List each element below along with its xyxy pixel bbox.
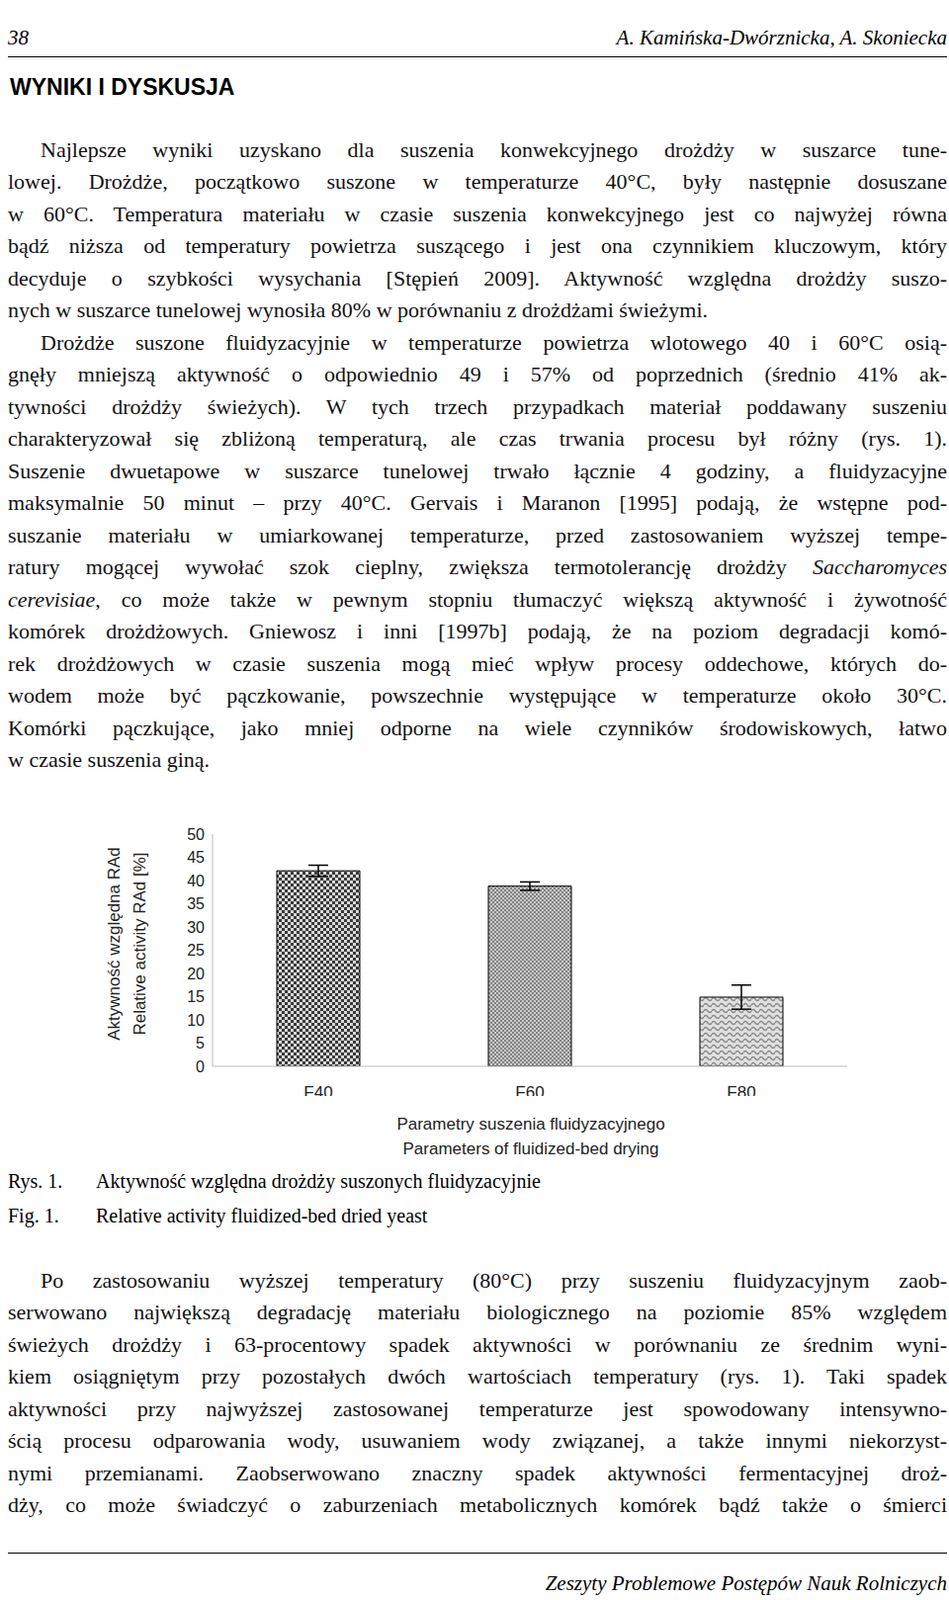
- html-text:Relative activity fluidized-be: Relative activity fluidized-bed dried ye…: [95, 1205, 428, 1227]
- html-text:cerevisiae, co może także w pe: cerevisiae, co może także w pewnym stopn…: [7, 586, 948, 612]
- html-text:kiem osiągniętym przy pozostał: kiem osiągniętym przy pozostałych dwóch …: [7, 1364, 948, 1390]
- html-text:Fig. 1.: Fig. 1.: [7, 1205, 60, 1227]
- svg-text:10: 10: [186, 1012, 205, 1030]
- html-text:Drożdże suszone fluidyzacyjnie: Drożdże suszone fluidyzacyjnie w tempera…: [40, 329, 948, 355]
- svg-text:F80: F80: [726, 1083, 756, 1097]
- html-text:ścią procesu odparowania wody,: ścią procesu odparowania wody, usuwaniem…: [7, 1428, 948, 1454]
- svg-text:5: 5: [195, 1035, 205, 1052]
- html-text:Relative activity RAd [%]: Relative activity RAd [%]: [130, 852, 150, 1036]
- html-text:bądź niższa od temperatury pow: bądź niższa od temperatury powietrza sus…: [7, 233, 948, 259]
- html-text:dży, co może świadczyć o zabur: dży, co może świadczyć o zaburzeniach me…: [7, 1492, 948, 1518]
- svg-text:40: 40: [186, 872, 205, 890]
- html-text:WYNIKI I DYSKUSJA: WYNIKI I DYSKUSJA: [9, 74, 235, 100]
- html-text:Aktywność względna drożdży sus: Aktywność względna drożdży suszonych flu…: [95, 1170, 541, 1193]
- svg-text:30: 30: [186, 919, 205, 937]
- svg-text:15: 15: [186, 988, 205, 1006]
- html-text:38: 38: [7, 25, 29, 50]
- html-text:nych w suszarce tunelowej wyno: nych w suszarce tunelowej wynosiła 80% w…: [7, 297, 708, 323]
- svg-text:50: 50: [186, 826, 205, 844]
- html-text:Komórki pączkujące, jako mniej: Komórki pączkujące, jako mniej odporne n…: [7, 715, 948, 741]
- html-text:lowej. Drożdże, początkowo sus: lowej. Drożdże, początkowo suszone w tem…: [7, 169, 948, 195]
- svg-text:F40: F40: [303, 1083, 333, 1097]
- html-text:Po zastosowaniu wyższej temper: Po zastosowaniu wyższej temperatury (80°…: [40, 1268, 948, 1293]
- svg-text:20: 20: [186, 965, 205, 983]
- html-text:maksymalnie 50 minut – przy 40: maksymalnie 50 minut – przy 40°C. Gervai…: [7, 490, 948, 516]
- svg-text:F60: F60: [515, 1083, 544, 1097]
- html-text:A. Kamińska-Dwórznicka, A. Sko: A. Kamińska-Dwórznicka, A. Skoniecka: [616, 25, 948, 50]
- html-text:Parameters of fluidized-bed dr: Parameters of fluidized-bed drying: [402, 1139, 659, 1159]
- html-text:nymi przemianami. Zaobserwowan: nymi przemianami. Zaobserwowano znaczny …: [7, 1460, 948, 1486]
- html-text:decyduje o szybkości wysychani: decyduje o szybkości wysychania [Stępień…: [7, 265, 948, 291]
- html-text:komórek drożdżowych. Gniewosz: komórek drożdżowych. Gniewosz i inni [19…: [7, 619, 948, 644]
- html-text:w 60°C. Temperatura materiału: w 60°C. Temperatura materiału w czasie s…: [7, 201, 948, 227]
- html-text:Zeszyty Problemowe Postępów Na: Zeszyty Problemowe Postępów Nauk Rolnicz…: [545, 1571, 948, 1596]
- html-text:Najlepsze wyniki uzyskano dla: Najlepsze wyniki uzyskano dla suszenia k…: [40, 137, 948, 162]
- html-text:wodem może być pączkowanie, po: wodem może być pączkowanie, powszechnie …: [7, 683, 948, 709]
- html-text:aktywności przy najwyższej zas: aktywności przy najwyższej zastosowanej …: [7, 1396, 948, 1422]
- html-text:Parametry suszenia fluidyzacyj: Parametry suszenia fluidyzacyjnego: [396, 1115, 665, 1134]
- html-text:Rys. 1.: Rys. 1.: [7, 1170, 63, 1193]
- svg-text:0: 0: [195, 1058, 205, 1076]
- html-text:suszanie materiału w umiarkowa: suszanie materiału w umiarkowanej temper…: [7, 522, 948, 548]
- html-text:tywności drożdży świeżych). W: tywności drożdży świeżych). W tych trzec…: [7, 394, 948, 419]
- html-text:rek drożdżowych w czasie susze: rek drożdżowych w czasie suszenia mogą m…: [7, 651, 948, 676]
- html-text:serwowano największą degradacj: serwowano największą degradację materiał…: [7, 1300, 948, 1325]
- html-text:charakteryzował się zbliżoną t: charakteryzował się zbliżoną temperaturą…: [7, 426, 948, 452]
- html-text:gnęły mniejszą aktywność o odp: gnęły mniejszą aktywność o odpowiednio 4…: [7, 362, 948, 387]
- svg-text:45: 45: [186, 849, 205, 866]
- svg-text:35: 35: [186, 895, 205, 913]
- html-text:świeżych drożdży i 63-procento: świeżych drożdży i 63-procentowy spadek …: [7, 1332, 948, 1358]
- html-text:Suszenie dwuetapowe w suszarce: Suszenie dwuetapowe w suszarce tunelowej…: [7, 458, 948, 484]
- html-text:ratury mogącej wywołać szok ci: ratury mogącej wywołać szok cieplny, zwi…: [7, 554, 948, 580]
- html-text:w czasie suszenia giną.: w czasie suszenia giną.: [7, 747, 210, 773]
- html-text:Aktywność względna RAd: Aktywność względna RAd: [104, 847, 124, 1041]
- svg-text:25: 25: [186, 942, 205, 959]
